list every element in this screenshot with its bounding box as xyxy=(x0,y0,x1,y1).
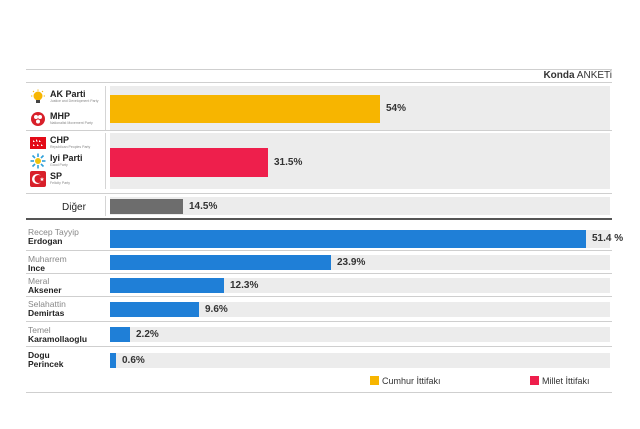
data-label: 54% xyxy=(386,103,407,114)
bar xyxy=(110,255,331,270)
bar-track xyxy=(110,197,610,215)
candidate-last-name: Perincek xyxy=(28,359,64,369)
party-name: CHP xyxy=(50,135,70,145)
bar xyxy=(110,353,116,368)
legend-label: Millet İttifakı xyxy=(542,376,590,386)
row-rule xyxy=(26,321,612,322)
bar xyxy=(110,278,224,293)
legend-millet: Millet İttifakı xyxy=(530,376,590,386)
candidate-label-perincek: Dogu Perincek xyxy=(28,351,63,369)
bottom-rule xyxy=(26,392,612,393)
party-name: Iyi Parti xyxy=(50,153,83,163)
candidate-label-aksener: Meral Aksener xyxy=(28,277,62,295)
legend-cumhur: Cumhur İttifakı xyxy=(370,376,441,386)
row-rule xyxy=(26,296,612,297)
bar xyxy=(110,95,380,123)
party-name: MHP xyxy=(50,111,70,121)
crescent-icon xyxy=(31,112,45,126)
party-name: SP xyxy=(50,171,63,181)
party-subtitle: Justice and Development Party xyxy=(50,99,99,103)
arrows-flag-icon xyxy=(30,137,46,149)
bar xyxy=(110,148,268,177)
poll-source: Konda ANKETi xyxy=(543,70,612,81)
source-label: ANKETi xyxy=(576,70,612,81)
bar-track xyxy=(110,353,610,368)
row-rule xyxy=(26,346,612,347)
separator xyxy=(105,86,106,130)
legend-swatch xyxy=(530,376,539,385)
candidate-first-name: Dogu xyxy=(28,350,50,360)
section-divider xyxy=(26,218,612,220)
data-label: 23.9% xyxy=(337,256,366,268)
bar xyxy=(110,327,130,342)
row-rule xyxy=(26,193,612,194)
legend-swatch xyxy=(370,376,379,385)
source-brand: Konda xyxy=(543,70,575,81)
party-subtitle: Good Party xyxy=(50,163,68,167)
row-rule xyxy=(26,130,612,131)
data-label: 14.5% xyxy=(189,200,218,212)
bar-track xyxy=(110,302,610,317)
candidate-first-name: Muharrem xyxy=(28,254,67,264)
separator xyxy=(105,133,106,189)
sun-icon xyxy=(30,153,46,169)
candidate-first-name: Meral xyxy=(28,276,50,286)
data-label: 31.5% xyxy=(274,156,303,168)
bar xyxy=(110,302,199,317)
candidate-label-demirtas: Selahattin Demirtas xyxy=(28,300,66,318)
data-label: 0.6% xyxy=(122,354,145,366)
candidate-last-name: Aksener xyxy=(28,285,62,295)
crescent-star-icon xyxy=(30,171,46,187)
row-rule xyxy=(26,273,612,274)
bar-track xyxy=(110,327,610,342)
separator xyxy=(105,196,106,216)
bar xyxy=(110,199,183,214)
data-label: 2.2% xyxy=(136,328,159,340)
candidate-last-name: Ince xyxy=(28,263,46,273)
candidate-last-name: Erdogan xyxy=(28,236,63,246)
row-rule xyxy=(26,250,612,251)
candidate-label-karamollaoglu: Temel Karamollaoglu xyxy=(28,326,87,344)
candidate-first-name: Recep Tayyip xyxy=(28,227,79,237)
data-label: 12.3% xyxy=(230,279,259,291)
party-subtitle: Felicity Party xyxy=(50,181,71,185)
candidate-last-name: Demirtas xyxy=(28,308,65,318)
party-subtitle: Nationalist Movement Party xyxy=(50,121,93,125)
bar xyxy=(110,230,586,248)
data-label: 51.4 % xyxy=(592,233,624,244)
candidate-label-erdogan: Recep Tayyip Erdogan xyxy=(28,228,79,246)
candidate-first-name: Selahattin xyxy=(28,299,66,309)
party-subtitle: Republican Peoples Party xyxy=(50,145,91,149)
other-label: Diğer xyxy=(62,202,86,213)
party-name: AK Parti xyxy=(50,89,86,99)
bulb-icon xyxy=(31,89,45,103)
bar-track xyxy=(110,278,610,293)
header-rule xyxy=(26,82,612,83)
candidate-label-ince: Muharrem Ince xyxy=(28,255,67,273)
candidate-first-name: Temel xyxy=(28,325,51,335)
legend-label: Cumhur İttifakı xyxy=(382,376,441,386)
top-rule xyxy=(26,69,612,70)
data-label: 9.6% xyxy=(205,303,228,315)
candidate-last-name: Karamollaoglu xyxy=(28,334,88,344)
